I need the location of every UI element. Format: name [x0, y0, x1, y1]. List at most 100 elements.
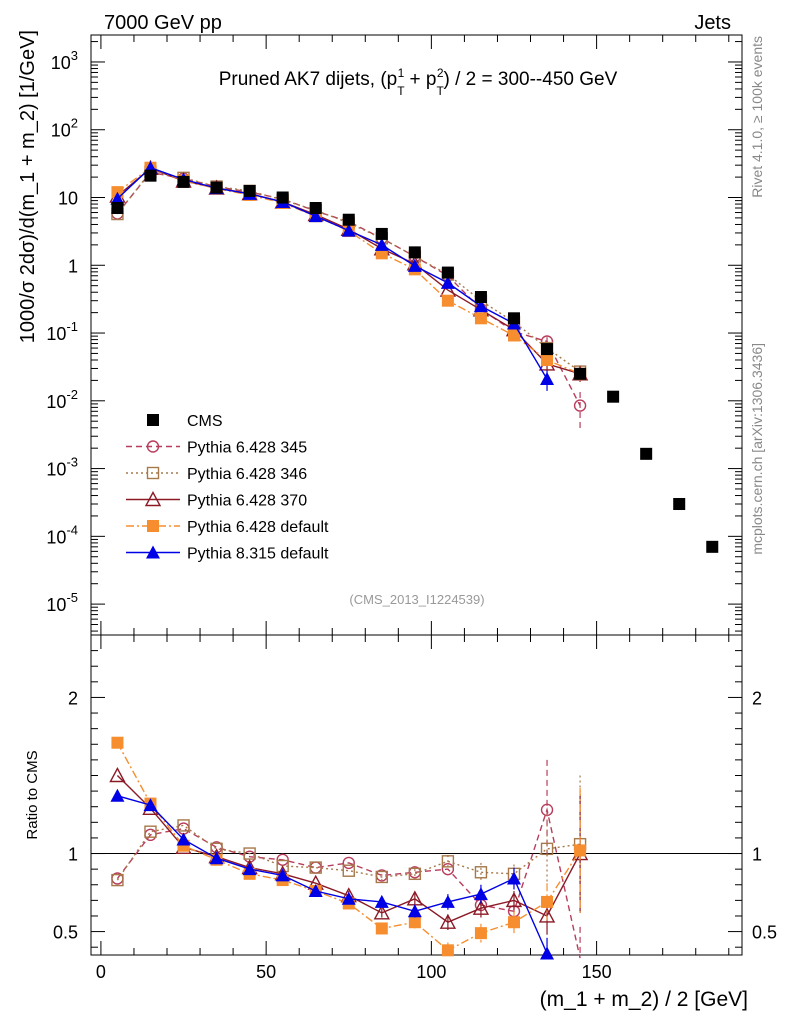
data-point	[146, 440, 160, 453]
ratio-x-axis: 0 50 100 150	[96, 635, 730, 982]
data-point	[373, 904, 390, 920]
data-point	[538, 907, 556, 923]
y-tick-label: 1	[752, 845, 762, 865]
data-point	[177, 175, 190, 188]
series-pythia-6-428-345	[111, 166, 587, 432]
data-point	[177, 822, 190, 835]
data-point	[374, 894, 389, 908]
main-y-axis-label: 1000/σ 2dσ)/d(m_1 + m_2) [1/GeV]	[17, 30, 39, 343]
data-point	[146, 545, 160, 559]
data-point	[474, 927, 487, 940]
data-point	[506, 871, 521, 885]
plot-title: Pruned AK7 dijets, (pT1 + pT2) / 2 = 300…	[219, 66, 618, 98]
x-tick-label: 0	[96, 962, 106, 982]
data-point	[474, 291, 487, 304]
legend-label: Pythia 6.428 345	[187, 440, 307, 457]
series-line	[116, 742, 581, 952]
series-line	[116, 171, 581, 406]
y-tick-label: 0.5	[53, 923, 78, 943]
data-point	[472, 899, 490, 915]
x-tick-label: 150	[582, 962, 612, 982]
data-point	[541, 895, 554, 908]
data-point	[209, 851, 224, 865]
data-point	[375, 922, 388, 935]
data-point	[147, 520, 159, 532]
data-point	[110, 788, 125, 802]
data-point	[147, 414, 159, 426]
legend-label: CMS	[187, 413, 223, 430]
data-point	[441, 862, 455, 876]
data-point	[473, 887, 488, 901]
series-line	[116, 807, 581, 959]
y-tick-label: 0.5	[752, 923, 777, 943]
data-point	[474, 866, 488, 879]
x-axis-label: (m_1 + m_2) / 2 [GeV]	[540, 988, 748, 1011]
data-point	[341, 223, 356, 237]
data-point	[407, 258, 422, 272]
data-point	[441, 855, 455, 868]
legend-item: Pythia 6.428 346	[126, 466, 307, 483]
data-point	[308, 884, 323, 897]
data-point	[474, 312, 487, 325]
legend: CMS Pythia 6.428 345 Pythia 6.428 346 Pythi…	[126, 413, 329, 563]
data-point	[541, 343, 554, 356]
data-point	[473, 299, 488, 313]
y-tick-label: 10-1	[46, 319, 78, 344]
analysis-id: (CMS_2013_I1224539)	[349, 592, 484, 607]
data-point	[540, 371, 555, 385]
series-pythia-6-428-346	[111, 165, 587, 379]
data-point	[440, 894, 455, 908]
data-point	[143, 798, 158, 812]
y-tick-label: 103	[51, 48, 78, 73]
main-y-axis: 10-5 10-4 10-3 10-2 10-1 1 10 102 103	[46, 41, 742, 632]
ratio-y-axis-label: Ratio to CMS	[24, 750, 41, 839]
ratio-panel-frame	[90, 634, 743, 956]
data-point	[706, 540, 719, 553]
data-point	[407, 904, 422, 918]
legend-label: Pythia 6.428 370	[187, 493, 307, 510]
data-point	[640, 447, 653, 460]
data-point	[374, 237, 389, 251]
data-point	[541, 354, 554, 367]
data-point	[540, 842, 554, 856]
data-point	[574, 844, 587, 857]
legend-item: Pythia 6.428 370	[126, 491, 307, 510]
data-point	[375, 227, 388, 240]
legend-item: Pythia 8.315 default	[126, 545, 329, 563]
series-cms	[111, 169, 719, 553]
data-point	[342, 856, 355, 870]
data-point	[342, 213, 355, 226]
legend-label: Pythia 8.315 default	[187, 546, 329, 563]
data-point	[111, 736, 124, 749]
process-label: Jets	[694, 12, 731, 34]
data-point	[441, 944, 454, 957]
data-point	[440, 275, 455, 289]
data-point	[408, 916, 421, 929]
legend-label: Pythia 6.428 346	[187, 466, 307, 483]
data-point	[505, 891, 523, 908]
data-point	[275, 868, 290, 882]
series-pythia-6-428-345	[111, 759, 581, 959]
x-tick-label: 100	[416, 962, 446, 982]
data-point	[607, 390, 620, 403]
mcplots-label: mcplots.cern.ch [arXiv:1306.3436]	[749, 343, 765, 555]
data-point	[243, 184, 256, 197]
data-point	[309, 201, 322, 214]
y-tick-label: 10-5	[46, 590, 78, 615]
series-pythia-6-428-default	[111, 161, 587, 382]
data-point	[309, 861, 322, 874]
data-point	[673, 498, 686, 511]
y-tick-label: 102	[51, 116, 78, 141]
data-point	[408, 867, 422, 881]
data-point	[276, 191, 289, 204]
series-pythia-6-428-370	[109, 159, 589, 382]
data-point	[507, 916, 520, 929]
data-point	[144, 825, 157, 838]
y-tick-label: 2	[752, 688, 762, 708]
data-point	[243, 847, 256, 860]
data-point	[573, 399, 587, 412]
y-tick-label: 10	[58, 189, 78, 209]
series-pythia-6-428-default	[111, 736, 587, 957]
series-pythia-8-315-default	[110, 160, 555, 391]
